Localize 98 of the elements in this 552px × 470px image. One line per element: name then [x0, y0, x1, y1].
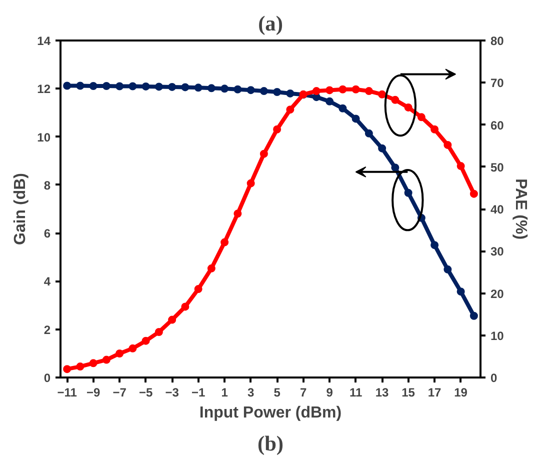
y-tick-label: 0	[44, 371, 51, 385]
x-tick-label: −3	[165, 386, 180, 400]
point	[234, 85, 242, 94]
point	[430, 241, 439, 250]
point	[76, 82, 84, 90]
point	[326, 97, 334, 106]
x-tick-label: 7	[300, 386, 307, 400]
point	[207, 84, 216, 92]
y-tick-label: 6	[44, 226, 51, 241]
point	[128, 82, 137, 90]
point	[430, 125, 439, 134]
point	[364, 129, 373, 138]
point	[260, 87, 268, 96]
point	[63, 365, 72, 374]
point	[76, 362, 84, 371]
y-tick-label: 2	[44, 322, 51, 337]
point	[326, 86, 334, 94]
point	[338, 85, 347, 94]
y2-tick-label: 60	[490, 118, 504, 132]
point	[246, 86, 255, 94]
point	[456, 162, 465, 170]
point	[89, 359, 98, 368]
x-tick-label: −5	[138, 386, 153, 400]
point	[142, 336, 150, 345]
point	[181, 302, 190, 311]
point	[286, 106, 294, 114]
y-tick-label: 12	[37, 82, 51, 96]
point	[116, 349, 124, 358]
y2-tick-label: 70	[490, 76, 504, 90]
text: (b)	[257, 432, 284, 456]
point	[128, 344, 137, 352]
x-tick-label: 19	[454, 386, 468, 400]
point	[391, 164, 400, 172]
point	[378, 90, 386, 98]
point	[63, 82, 72, 90]
point	[456, 288, 465, 296]
y-axis-title: Gain (dB)	[12, 172, 30, 245]
x-tick-label: 9	[326, 386, 334, 400]
x-tick-label: 17	[428, 386, 442, 400]
x-tick-label: 15	[402, 386, 416, 400]
x-axis-title: Input Power (dBm)	[199, 404, 342, 422]
point	[220, 84, 229, 93]
y2-tick-label: 20	[490, 286, 504, 301]
y2-tick-label: 30	[490, 244, 504, 259]
y-tick-label: 10	[37, 130, 51, 144]
x-tick-label: −9	[86, 386, 100, 400]
point	[273, 88, 282, 96]
point	[470, 312, 478, 320]
x-tick-label: −1	[191, 386, 206, 400]
x-tick-label: 13	[375, 386, 390, 400]
point	[168, 82, 176, 91]
point	[234, 210, 242, 218]
chart-title: (a)	[258, 12, 283, 36]
point	[194, 285, 202, 294]
point	[470, 190, 478, 198]
y-tick-label: 8	[44, 178, 51, 192]
x-tick-label: 5	[274, 386, 281, 400]
y2-tick-label: 0	[490, 371, 498, 385]
point	[378, 144, 386, 152]
point	[220, 238, 229, 246]
point	[364, 87, 373, 96]
point	[154, 328, 163, 336]
point	[89, 82, 98, 90]
x-tick-label: −7	[112, 386, 127, 400]
point	[116, 82, 124, 90]
y-tick-label: 14	[37, 34, 51, 48]
point	[102, 82, 110, 90]
point	[194, 84, 202, 92]
point	[444, 265, 452, 274]
point	[338, 104, 347, 112]
point	[444, 140, 452, 149]
point	[102, 356, 110, 364]
point	[181, 83, 190, 92]
x-tick-label: −11	[57, 386, 78, 400]
point	[142, 82, 150, 90]
x-tick-label: 3	[247, 386, 254, 400]
y2-tick-label: 10	[490, 328, 504, 343]
point	[154, 82, 163, 91]
y2-tick-label: 40	[490, 202, 504, 216]
point	[246, 179, 255, 188]
point	[286, 89, 294, 98]
point	[352, 114, 360, 123]
y2-tick-label: 50	[490, 160, 504, 174]
point	[168, 316, 176, 324]
point	[417, 113, 426, 122]
x-tick-label: 11	[349, 386, 362, 400]
point	[352, 85, 360, 94]
point	[404, 103, 412, 112]
point	[273, 125, 282, 134]
y-tick-label: 4	[44, 274, 51, 289]
point	[207, 264, 216, 272]
y2-tick-label: 80	[490, 34, 504, 48]
point	[312, 87, 320, 96]
x-tick-label: 1	[221, 386, 228, 400]
point	[404, 188, 412, 197]
y2-axis-title: PAE (%)	[512, 178, 529, 240]
point	[391, 96, 400, 104]
point	[260, 150, 268, 158]
